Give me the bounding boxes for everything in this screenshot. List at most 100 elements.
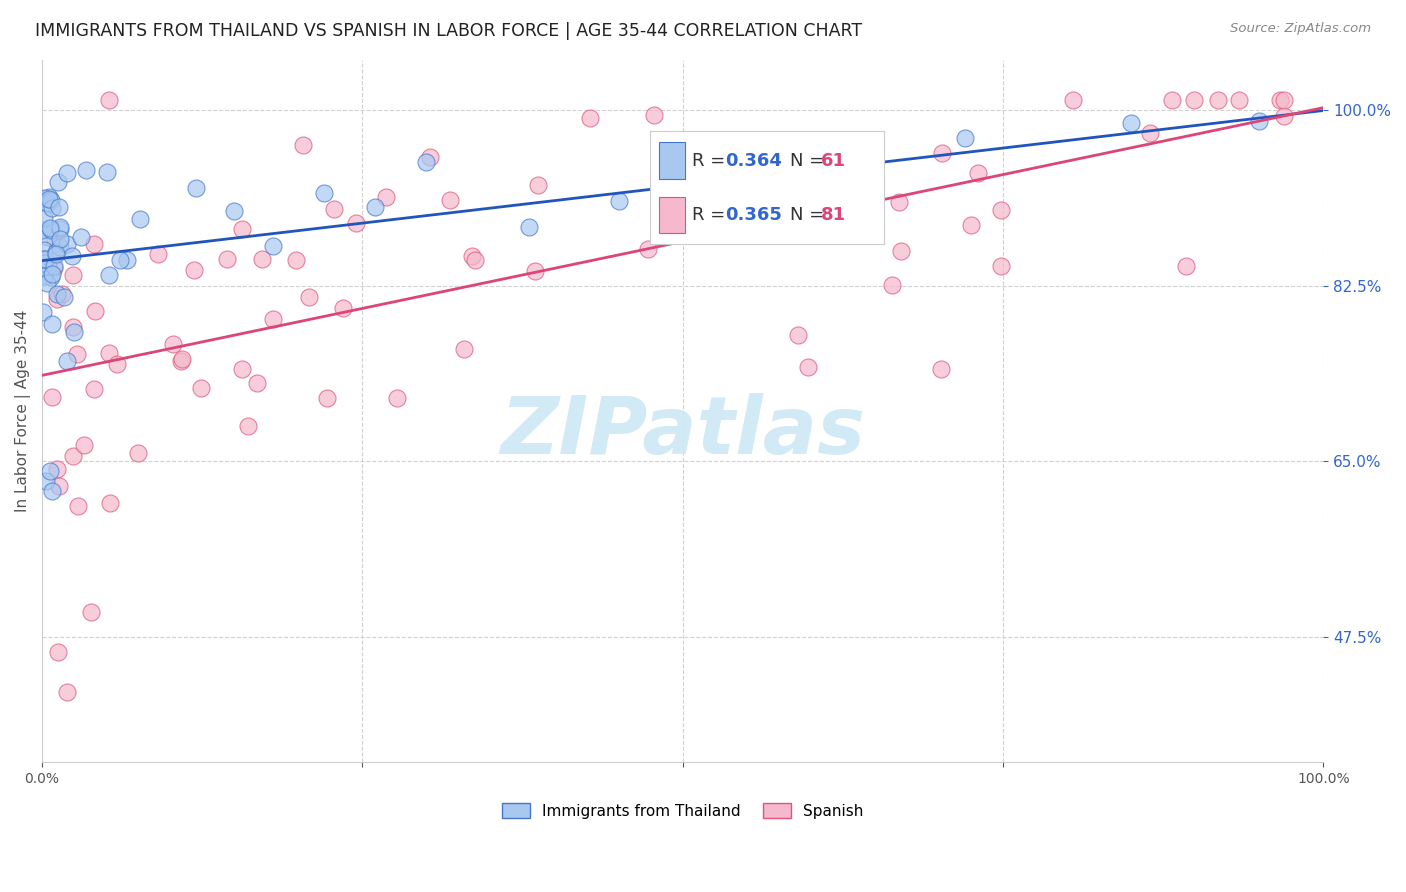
Point — [332, 301, 354, 316]
Point — [117, 253, 139, 268]
Text: R =: R = — [692, 152, 731, 169]
Point — [250, 252, 273, 266]
Point — [419, 150, 441, 164]
Point — [38, 464, 60, 478]
Text: 61: 61 — [821, 152, 846, 169]
Point — [364, 200, 387, 214]
Point — [52, 290, 75, 304]
Point — [44, 260, 66, 275]
Point — [62, 319, 84, 334]
Point — [63, 325, 86, 339]
Point — [245, 376, 267, 390]
Point — [298, 290, 321, 304]
Y-axis label: In Labor Force | Age 35-44: In Labor Force | Age 35-44 — [15, 310, 31, 512]
Point — [1268, 93, 1291, 107]
Point — [285, 252, 308, 267]
Point — [262, 239, 284, 253]
Point — [464, 253, 486, 268]
Point — [73, 437, 96, 451]
Point — [32, 211, 55, 225]
Point — [162, 337, 184, 351]
Point — [517, 220, 540, 235]
Point — [797, 360, 820, 375]
Point — [45, 292, 67, 306]
Point — [105, 357, 128, 371]
Point — [1249, 114, 1271, 128]
Point — [49, 240, 72, 254]
Point — [32, 255, 55, 269]
Text: ZIPatlas: ZIPatlas — [501, 393, 865, 471]
Text: 0.364: 0.364 — [724, 152, 782, 169]
Bar — [659, 197, 685, 233]
Point — [37, 230, 59, 244]
Point — [1174, 259, 1197, 273]
Point — [45, 245, 67, 260]
Point — [637, 243, 659, 257]
Point — [98, 496, 121, 510]
Text: Source: ZipAtlas.com: Source: ZipAtlas.com — [1230, 22, 1371, 36]
Point — [80, 605, 103, 619]
Point — [108, 253, 131, 268]
Point — [990, 203, 1012, 218]
Point — [231, 222, 253, 236]
Point — [31, 223, 53, 237]
Point — [32, 244, 55, 258]
Point — [1139, 126, 1161, 140]
Point — [83, 236, 105, 251]
Point — [1272, 110, 1295, 124]
Point — [344, 216, 367, 230]
Point — [129, 212, 152, 227]
Point — [127, 445, 149, 459]
Point — [756, 201, 779, 215]
Point — [66, 347, 89, 361]
Point — [929, 361, 952, 376]
Point — [1272, 93, 1295, 107]
Point — [41, 267, 63, 281]
Point — [312, 186, 335, 201]
Point — [48, 232, 70, 246]
Point — [316, 391, 339, 405]
Point — [98, 345, 121, 359]
Point — [38, 192, 60, 206]
Point — [800, 226, 823, 240]
Point — [51, 287, 73, 301]
Point — [60, 249, 83, 263]
Point — [49, 221, 72, 235]
Point — [735, 184, 758, 198]
Point — [45, 247, 67, 261]
Legend: Immigrants from Thailand, Spanish: Immigrants from Thailand, Spanish — [496, 797, 869, 825]
Point — [890, 244, 912, 259]
Bar — [659, 143, 685, 178]
Point — [32, 268, 55, 283]
Point — [1119, 115, 1142, 129]
Point — [35, 276, 58, 290]
Point — [39, 194, 62, 208]
Point — [1227, 93, 1250, 107]
Point — [673, 136, 696, 150]
Point — [148, 246, 170, 260]
Point — [1182, 93, 1205, 107]
Point — [48, 175, 70, 189]
Point — [56, 237, 79, 252]
Point — [231, 361, 253, 376]
Text: N =: N = — [790, 152, 831, 169]
Point — [96, 165, 118, 179]
Point — [66, 499, 89, 513]
Point — [62, 268, 84, 282]
Point — [439, 194, 461, 208]
Point — [215, 252, 238, 267]
Point — [98, 268, 121, 282]
Point — [41, 484, 63, 499]
Text: R =: R = — [692, 206, 731, 224]
Point — [97, 93, 120, 107]
Point — [44, 233, 66, 247]
Point — [39, 270, 62, 285]
Point — [62, 450, 84, 464]
Point — [170, 352, 193, 367]
Point — [170, 353, 193, 368]
Point — [322, 202, 344, 216]
Point — [415, 155, 437, 169]
Point — [461, 249, 484, 263]
Point — [34, 191, 56, 205]
Point — [524, 264, 547, 278]
